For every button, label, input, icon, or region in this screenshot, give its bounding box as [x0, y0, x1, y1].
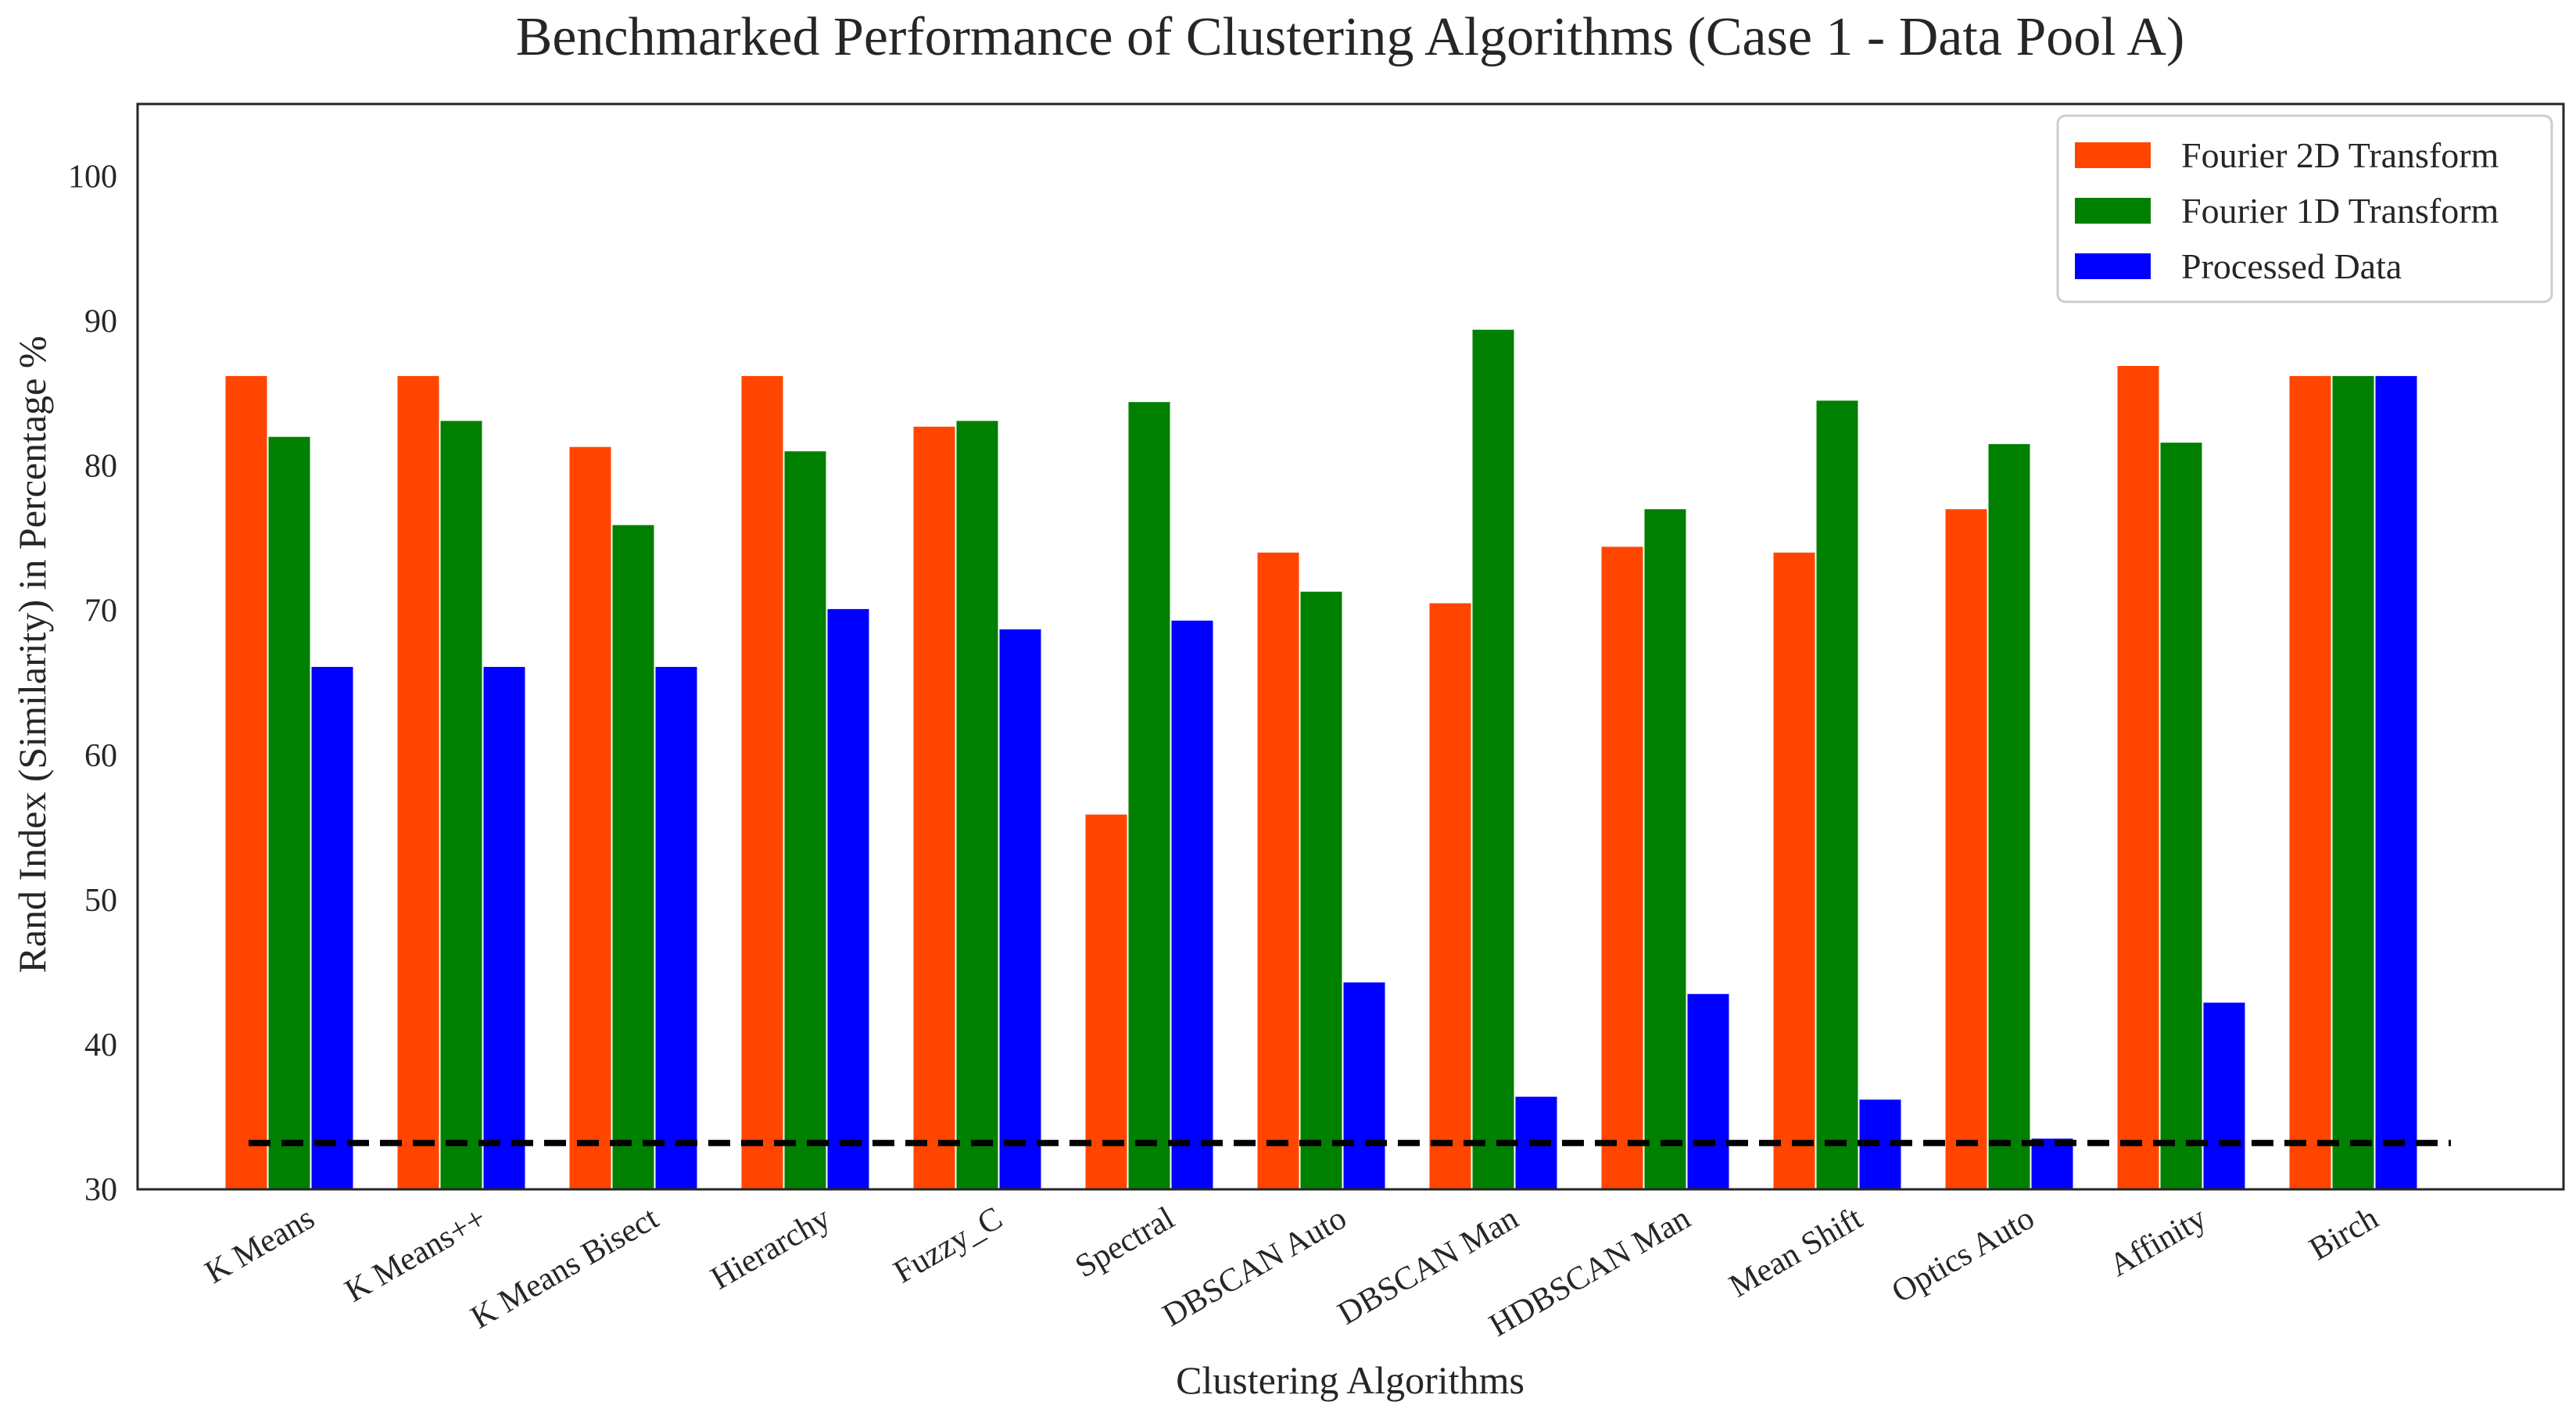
bar-fourier-1d-transform-6: [1300, 591, 1342, 1189]
x-tick-label: DBSCAN Auto: [1157, 1200, 1352, 1334]
bar-fourier-2d-transform-4: [913, 426, 955, 1189]
x-tick-label: K Means++: [339, 1200, 493, 1310]
legend-label: Fourier 2D Transform: [2181, 135, 2499, 175]
bar-fourier-2d-transform-6: [1257, 552, 1299, 1189]
bar-fourier-1d-transform-2: [612, 525, 654, 1189]
bar-processed-data-3: [827, 608, 869, 1189]
bar-fourier-2d-transform-5: [1085, 814, 1127, 1189]
x-tick-label: Birch: [2303, 1200, 2384, 1268]
plot-frame: [136, 102, 2565, 1191]
x-tick-label: K Means: [199, 1200, 321, 1291]
bar-fourier-1d-transform-7: [1472, 329, 1514, 1190]
bar-fourier-1d-transform-12: [2332, 375, 2374, 1189]
bar-fourier-2d-transform-1: [397, 375, 439, 1189]
x-axis-label: Clustering Algorithms: [1176, 1358, 1524, 1402]
y-tick-label: 50: [84, 883, 117, 919]
y-tick-label: 60: [84, 738, 117, 774]
bar-fourier-1d-transform-8: [1644, 509, 1686, 1189]
x-tick-label: Optics Auto: [1886, 1200, 2040, 1311]
bar-fourier-1d-transform-5: [1128, 402, 1170, 1189]
y-tick-label: 40: [84, 1027, 117, 1063]
legend-swatch: [2075, 253, 2151, 279]
bar-processed-data-0: [311, 666, 353, 1189]
legend-box: [2056, 114, 2553, 303]
x-tick-label: Fuzzy_C: [888, 1200, 1009, 1291]
bar-fourier-1d-transform-0: [268, 436, 310, 1189]
bar-processed-data-4: [999, 629, 1041, 1189]
bar-fourier-1d-transform-4: [956, 421, 998, 1189]
bar-fourier-2d-transform-0: [225, 375, 267, 1189]
bar-processed-data-6: [1343, 982, 1385, 1189]
bar-fourier-1d-transform-10: [1988, 443, 2030, 1189]
x-tick-label: Hierarchy: [705, 1200, 837, 1297]
bar-processed-data-5: [1171, 620, 1213, 1189]
bar-fourier-1d-transform-3: [784, 451, 826, 1189]
bar-fourier-1d-transform-9: [1816, 400, 1858, 1189]
legend-label: Fourier 1D Transform: [2181, 191, 2499, 231]
y-axis-label: Rand Index (Similarity) in Percentage %: [10, 335, 54, 973]
bar-fourier-2d-transform-11: [2117, 366, 2159, 1189]
x-tick-label: K Means Bisect: [465, 1200, 665, 1336]
legend-swatch: [2075, 142, 2151, 168]
bar-fourier-1d-transform-11: [2160, 443, 2202, 1189]
bar-fourier-2d-transform-7: [1429, 603, 1471, 1189]
y-tick-label: 100: [68, 160, 117, 195]
y-tick-label: 90: [84, 304, 117, 340]
bar-fourier-2d-transform-12: [2289, 375, 2331, 1189]
bar-fourier-2d-transform-8: [1601, 547, 1643, 1189]
bar-processed-data-11: [2203, 1002, 2245, 1189]
x-tick-label: Mean Shift: [1723, 1200, 1868, 1305]
y-tick-label: 30: [84, 1172, 117, 1208]
bar-processed-data-2: [655, 666, 697, 1189]
y-tick-label: 80: [84, 449, 117, 485]
bar-fourier-2d-transform-10: [1945, 509, 1987, 1189]
bar-processed-data-1: [483, 666, 525, 1189]
bar-fourier-2d-transform-3: [741, 375, 783, 1189]
y-tick-label: 70: [84, 593, 117, 629]
legend-swatch: [2075, 198, 2151, 224]
bar-fourier-2d-transform-2: [569, 446, 611, 1189]
x-tick-label: Spectral: [1069, 1200, 1181, 1286]
chart-title: Benchmarked Performance of Clustering Al…: [516, 7, 2185, 67]
x-tick-label: Affinity: [2103, 1200, 2212, 1284]
plot-area: [136, 102, 2565, 1191]
bar-fourier-1d-transform-1: [440, 421, 482, 1189]
bar-fourier-2d-transform-9: [1773, 552, 1815, 1189]
legend-label: Processed Data: [2181, 246, 2402, 286]
bar-processed-data-8: [1687, 994, 1729, 1189]
legend: Fourier 2D Transform Fourier 1D Transform…: [2056, 114, 2553, 303]
bar-processed-data-10: [2031, 1139, 2073, 1189]
bar-processed-data-12: [2375, 375, 2417, 1189]
